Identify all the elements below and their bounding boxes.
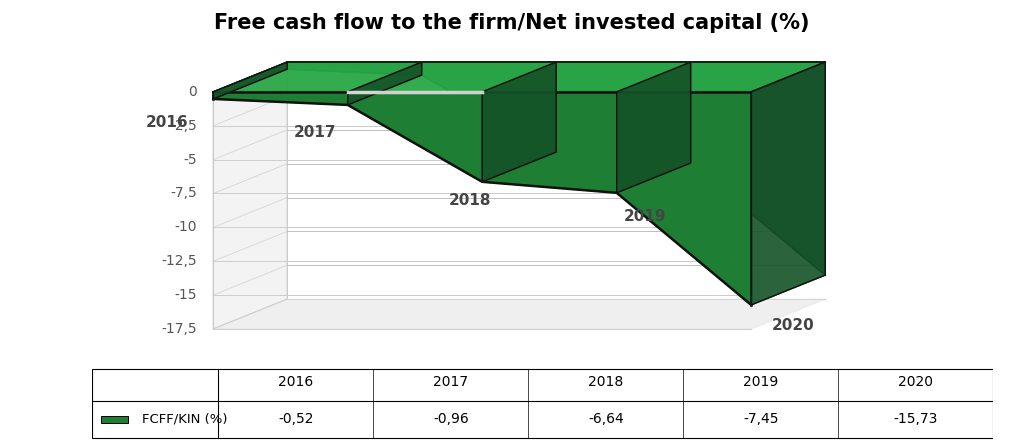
Text: -5: -5: [183, 153, 197, 166]
Text: 2017: 2017: [433, 375, 468, 388]
Polygon shape: [213, 62, 825, 92]
Text: 2018: 2018: [588, 375, 624, 388]
Polygon shape: [213, 62, 287, 329]
Text: 2017: 2017: [294, 125, 337, 140]
Text: -15,73: -15,73: [894, 413, 938, 426]
Polygon shape: [752, 62, 825, 305]
Text: 2018: 2018: [449, 193, 492, 208]
Text: -2,5: -2,5: [170, 119, 197, 133]
Text: Free cash flow to the firm/Net invested capital (%): Free cash flow to the firm/Net invested …: [214, 13, 810, 33]
Text: 2016: 2016: [279, 375, 313, 388]
Polygon shape: [213, 62, 287, 99]
Text: -7,5: -7,5: [170, 186, 197, 201]
Text: -17,5: -17,5: [162, 322, 197, 336]
Bar: [101, 416, 128, 423]
Text: -0,96: -0,96: [433, 413, 469, 426]
Text: -6,64: -6,64: [588, 413, 624, 426]
Text: -12,5: -12,5: [162, 254, 197, 268]
Polygon shape: [213, 299, 825, 329]
Polygon shape: [482, 62, 556, 182]
Text: -10: -10: [174, 220, 197, 235]
Text: FCFF/KIN (%): FCFF/KIN (%): [141, 413, 227, 426]
Polygon shape: [348, 62, 422, 105]
Polygon shape: [616, 62, 690, 193]
Text: 2020: 2020: [898, 375, 933, 388]
Polygon shape: [287, 62, 825, 275]
Text: 2020: 2020: [771, 319, 814, 333]
Text: -7,45: -7,45: [743, 413, 778, 426]
Polygon shape: [213, 92, 752, 305]
Text: 0: 0: [188, 85, 197, 99]
Text: 2016: 2016: [146, 115, 188, 130]
Text: 2019: 2019: [624, 209, 666, 224]
Text: -15: -15: [174, 288, 197, 302]
Text: -0,52: -0,52: [279, 413, 313, 426]
Text: 2019: 2019: [743, 375, 778, 388]
